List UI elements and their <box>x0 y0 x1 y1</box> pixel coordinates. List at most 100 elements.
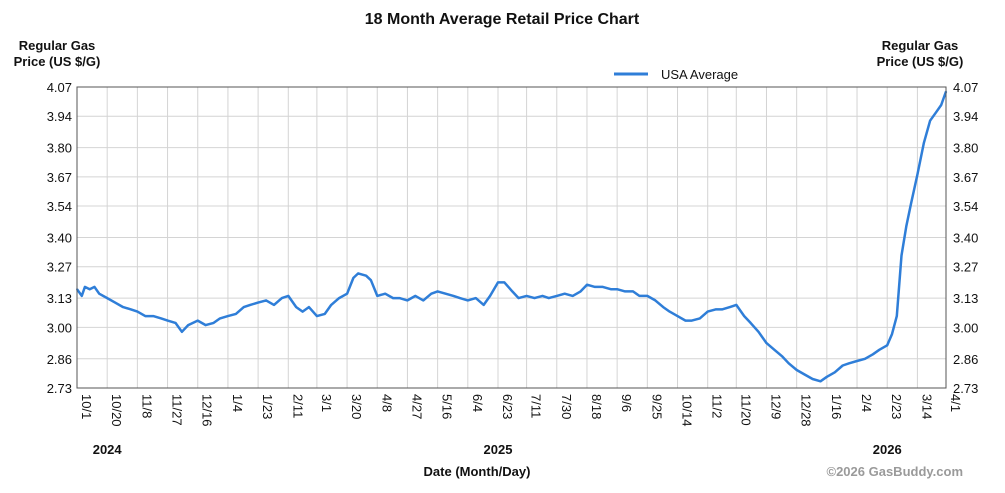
data-point <box>265 299 267 302</box>
data-point <box>196 319 199 322</box>
data-point <box>160 317 163 320</box>
data-point <box>352 277 355 279</box>
data-point <box>346 292 348 295</box>
data-point <box>458 297 461 300</box>
data-point <box>212 321 215 324</box>
data-point <box>315 315 318 318</box>
data-point <box>257 301 260 304</box>
year-label: 2024 <box>93 442 123 457</box>
y-tick-label-left: 2.73 <box>47 381 72 396</box>
data-point <box>452 295 455 297</box>
data-point <box>676 315 679 318</box>
data-point <box>872 353 874 356</box>
data-point <box>376 295 379 297</box>
data-point <box>88 288 91 291</box>
data-point <box>80 295 83 297</box>
data-point <box>357 272 360 275</box>
data-point <box>330 303 333 306</box>
data-point <box>338 297 341 300</box>
data-point <box>98 292 101 295</box>
data-point <box>594 286 596 288</box>
data-point <box>281 297 283 300</box>
legend: USA Average <box>614 67 738 82</box>
data-point <box>136 310 139 313</box>
data-point <box>474 297 477 300</box>
data-point <box>547 297 550 300</box>
x-tick-label: 12/9 <box>768 394 783 419</box>
x-tick-label: 2/23 <box>889 394 904 419</box>
data-point <box>654 299 657 302</box>
data-point <box>436 290 439 293</box>
data-point <box>114 301 117 304</box>
data-point <box>721 308 723 311</box>
y-axis-left: 4.07 3.94 3.80 3.67 3.54 3.40 3.27 3.13 3.00 2.86… <box>47 80 72 396</box>
data-point <box>787 362 790 365</box>
data-point <box>586 283 588 286</box>
x-tick-label: 9/25 <box>649 394 664 419</box>
data-point <box>916 173 919 176</box>
data-point <box>940 104 943 106</box>
x-tick-label: 11/2 <box>710 394 725 418</box>
x-tick-label: 4/8 <box>379 394 394 412</box>
x-tick-label: 11/8 <box>139 394 154 418</box>
data-point <box>616 288 619 291</box>
data-point <box>555 295 558 297</box>
year-label: 2026 <box>873 442 902 457</box>
y-tick-label-left: 3.67 <box>47 170 72 185</box>
grid <box>76 86 947 389</box>
x-tick-label: 12/16 <box>200 394 215 427</box>
y-tick-label-right: 3.40 <box>953 231 978 246</box>
data-point <box>398 297 401 300</box>
data-point <box>668 310 671 313</box>
data-point <box>714 308 717 311</box>
right-axis-label-line2: Price (US $/G) <box>877 54 964 69</box>
left-axis-label-line1: Regular Gas <box>19 38 96 53</box>
x-tick-label: 2/4 <box>859 394 874 412</box>
data-point <box>84 286 86 288</box>
y-tick-label-right: 3.00 <box>953 320 978 335</box>
data-point <box>166 319 169 322</box>
x-tick-label: 1/4 <box>230 394 245 412</box>
data-point <box>365 274 368 277</box>
y-tick-label-left: 3.27 <box>47 260 72 275</box>
data-point <box>249 303 252 306</box>
y-tick-label-left: 4.07 <box>47 80 72 95</box>
x-tick-label: 10/20 <box>109 394 124 427</box>
data-point <box>130 308 132 311</box>
data-point <box>632 290 634 293</box>
data-point <box>406 299 409 302</box>
data-point <box>301 310 304 313</box>
data-point <box>886 344 889 347</box>
data-point <box>444 292 447 295</box>
data-point <box>122 306 124 309</box>
chart-title: 18 Month Average Retail Price Chart <box>365 11 640 28</box>
series-group <box>75 90 948 383</box>
data-point <box>765 342 768 344</box>
data-point <box>905 225 908 228</box>
x-tick-label: 4/27 <box>409 394 424 419</box>
data-point <box>563 292 566 295</box>
data-point <box>698 317 701 320</box>
data-point <box>517 297 520 300</box>
y-tick-label-right: 2.73 <box>953 381 978 396</box>
data-point <box>384 292 387 295</box>
y-tick-label-right: 3.54 <box>953 199 978 214</box>
data-point <box>833 371 836 374</box>
data-point <box>895 315 898 318</box>
data-point <box>706 310 709 313</box>
data-point <box>204 324 207 327</box>
data-point <box>482 303 485 306</box>
data-point <box>811 378 814 380</box>
data-point <box>533 297 536 300</box>
data-point <box>295 306 298 309</box>
data-point <box>638 295 641 297</box>
x-tick-label: 3/1 <box>319 394 334 412</box>
data-point <box>106 297 109 300</box>
y-tick-label-left: 2.86 <box>47 352 72 367</box>
data-point <box>414 295 417 297</box>
x-tick-label: 7/11 <box>529 394 544 418</box>
y-tick-label-left: 3.94 <box>47 109 72 124</box>
legend-label: USA Average <box>661 67 738 82</box>
x-tick-label: 2/11 <box>290 394 305 418</box>
y-tick-label-right: 2.86 <box>953 352 978 367</box>
